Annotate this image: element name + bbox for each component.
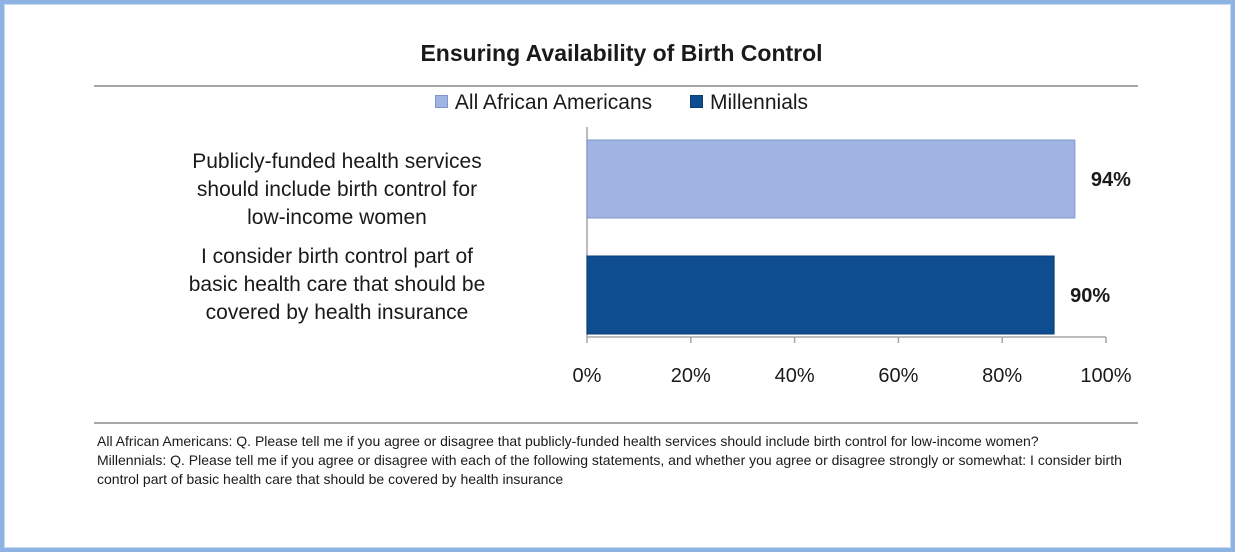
category-label-line: covered by health insurance	[205, 301, 469, 324]
data-label-all-african-americans: 94%	[1091, 169, 1131, 191]
category-label-line: basic health care that should be	[188, 273, 486, 296]
legend-item-all-african-americans: All African Americans	[434, 91, 653, 115]
legend: All African Americans Millennials	[4, 91, 1235, 115]
category-label-line: low-income women	[247, 206, 427, 229]
footnote-divider	[94, 422, 1138, 424]
category-label-basic-health-care: I consider birth control part of basic h…	[102, 243, 572, 327]
bars-group: 94% 90%	[586, 139, 1131, 335]
footnote-block: All African Americans: Q. Please tell me…	[97, 432, 1157, 489]
legend-swatch-all-african-americans	[434, 95, 448, 108]
x-tick-label: 40%	[775, 365, 815, 387]
x-tick-label: 80%	[982, 365, 1022, 387]
bar-millennials	[586, 255, 1055, 335]
legend-label-all-african-americans: All African Americans	[454, 91, 653, 114]
bar-all-african-americans	[586, 139, 1076, 219]
data-label-millennials: 90%	[1070, 285, 1110, 307]
legend-item-millennials: Millennials	[690, 91, 808, 115]
x-tick-label: 20%	[671, 365, 711, 387]
chart-title: Ensuring Availability of Birth Control	[420, 40, 823, 66]
footnote-all-african-americans: All African Americans: Q. Please tell me…	[97, 433, 1039, 449]
bar-plot: 94% 90% 0% 20% 40% 60% 80% 100%	[573, 127, 1132, 387]
category-label-line: Publicly-funded health services	[192, 150, 482, 173]
footnote-millennials: Millennials: Q. Please tell me if you ag…	[97, 452, 1122, 487]
x-tick-label: 60%	[878, 365, 918, 387]
x-tick-label: 100%	[1080, 365, 1131, 387]
category-label-publicly-funded: Publicly-funded health services should i…	[102, 148, 572, 232]
category-label-line: should include birth control for	[196, 178, 478, 201]
x-ticks-group: 0% 20% 40% 60% 80% 100%	[573, 337, 1132, 387]
legend-label-millennials: Millennials	[710, 91, 809, 114]
x-tick-label: 0%	[573, 365, 602, 387]
title-divider	[94, 85, 1138, 87]
category-label-line: I consider birth control part of	[201, 245, 473, 268]
legend-swatch-millennials	[690, 95, 704, 108]
